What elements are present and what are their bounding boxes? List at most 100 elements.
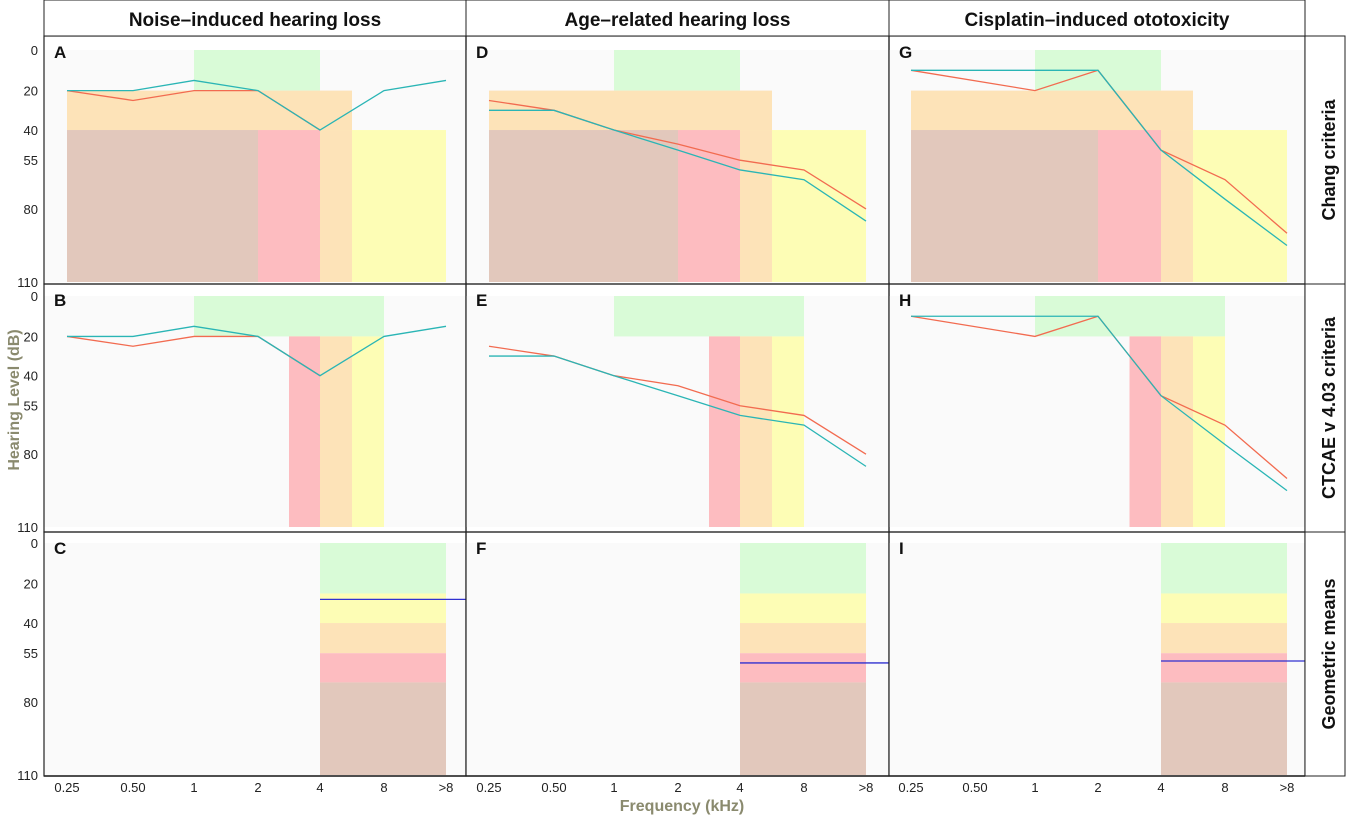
axes: Hearing Level (dB) Frequency (kHz) 02040… [6, 43, 1294, 815]
band-brown [67, 130, 258, 282]
row-header-box [1304, 35, 1346, 285]
row-header-box [1304, 283, 1346, 533]
panel-E: E [465, 283, 890, 533]
x-tick-label: 0.50 [120, 780, 145, 795]
panel-letter: H [899, 291, 911, 310]
row-title: Chang criteria [1319, 99, 1339, 221]
band-green [194, 296, 384, 337]
band-orange [911, 90, 1193, 131]
band-orange [740, 623, 866, 654]
band-red [1098, 130, 1161, 282]
band-brown [1161, 682, 1287, 775]
band-red [709, 336, 740, 527]
x-tick-label: 4 [1157, 780, 1164, 795]
x-tick-label: 0.25 [54, 780, 79, 795]
y-tick-label: 0 [31, 43, 38, 58]
band-orange [320, 623, 446, 654]
band-red [289, 336, 320, 527]
x-tick-label: 1 [610, 780, 617, 795]
y-tick-label: 80 [24, 447, 38, 462]
panel-B: B [43, 283, 467, 533]
x-tick-label: 2 [674, 780, 681, 795]
band-yellow [320, 593, 446, 624]
row-headers: Chang criteria CTCAE v 4.03 criteria Geome… [1304, 35, 1346, 777]
y-tick-label: 110 [17, 520, 38, 535]
panel-letter: E [476, 291, 487, 310]
band-red [678, 130, 740, 282]
column-title: Age–related hearing loss [565, 10, 791, 31]
y-tick-label: 20 [24, 329, 38, 344]
column-headers: Noise–induced hearing loss Age–related he… [43, 0, 1306, 37]
panel-letter: A [54, 43, 66, 62]
x-tick-label: >8 [859, 780, 874, 795]
band-red [740, 653, 866, 683]
row-header-box [1304, 531, 1346, 777]
series-line-teal [911, 69, 1288, 246]
band-yellow [1161, 593, 1287, 624]
x-tick-label: 2 [1094, 780, 1101, 795]
x-axis-title: Frequency (kHz) [620, 798, 744, 815]
column-title: Cisplatin–induced ototoxicity [965, 10, 1230, 31]
panel-letter: C [54, 539, 66, 558]
band-red [1129, 336, 1161, 527]
band-red [1161, 653, 1287, 683]
panel-grid: A D G B E H C F I [43, 35, 1306, 777]
y-tick-label: 110 [17, 275, 38, 290]
panel-G: G [888, 35, 1306, 285]
x-tick-label: 2 [254, 780, 261, 795]
panel-I: I [888, 531, 1306, 777]
x-tick-label: >8 [1280, 780, 1295, 795]
panel-F: F [465, 531, 890, 777]
x-tick-label: 0.50 [962, 780, 987, 795]
band-green [740, 543, 866, 594]
band-red [320, 653, 446, 683]
y-tick-label: 40 [24, 369, 38, 384]
panel-D: D [465, 35, 890, 285]
y-tick-label: 20 [24, 84, 38, 99]
y-tick-label: 80 [24, 695, 38, 710]
y-tick-label: 0 [31, 536, 38, 551]
x-tick-label: 8 [380, 780, 387, 795]
y-axis-title: Hearing Level (dB) [6, 329, 23, 470]
x-tick-label: 0.25 [476, 780, 501, 795]
series-line-teal [911, 315, 1288, 492]
column-header-box [465, 0, 890, 37]
y-tick-label: 55 [24, 153, 38, 168]
y-tick-label: 40 [24, 123, 38, 138]
band-green [320, 543, 446, 594]
column-header-box [43, 0, 467, 37]
panel-letter: F [476, 539, 486, 558]
y-tick-label: 110 [17, 768, 38, 783]
y-tick-label: 80 [24, 202, 38, 217]
band-red [258, 130, 320, 282]
x-tick-label: 4 [316, 780, 323, 795]
band-green [194, 50, 320, 91]
band-green [1161, 543, 1287, 594]
x-tick-label: >8 [439, 780, 454, 795]
band-yellow [740, 593, 866, 624]
y-tick-label: 55 [24, 646, 38, 661]
column-header-box [888, 0, 1306, 37]
x-tick-label: 4 [736, 780, 743, 795]
series-line-teal [489, 355, 867, 467]
band-green [614, 296, 804, 337]
x-tick-label: 8 [800, 780, 807, 795]
band-orange [1161, 623, 1287, 654]
panel-letter: B [54, 291, 66, 310]
band-green [614, 50, 740, 91]
panel-H: H [888, 283, 1306, 533]
y-tick-label: 40 [24, 616, 38, 631]
y-tick-label: 0 [31, 289, 38, 304]
panel-letter: G [899, 43, 912, 62]
series-line-teal [67, 79, 447, 131]
y-tick-label: 20 [24, 577, 38, 592]
band-brown [320, 682, 446, 775]
band-brown [911, 130, 1098, 282]
x-tick-label: 8 [1221, 780, 1228, 795]
series-line-teal [67, 325, 447, 377]
x-tick-label: 1 [190, 780, 197, 795]
x-tick-label: 1 [1031, 780, 1038, 795]
row-title: CTCAE v 4.03 criteria [1319, 316, 1339, 499]
band-brown [489, 130, 678, 282]
